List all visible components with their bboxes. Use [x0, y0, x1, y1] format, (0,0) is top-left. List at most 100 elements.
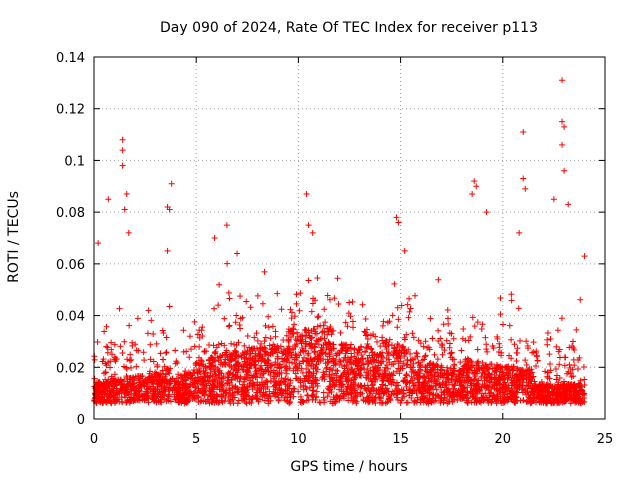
data-point: [326, 353, 333, 360]
data-point: [342, 319, 349, 326]
data-point: [262, 322, 269, 329]
data-point: [563, 384, 570, 391]
data-point: [433, 392, 440, 399]
data-point: [525, 345, 532, 352]
data-point: [207, 356, 214, 363]
data-point: [348, 390, 355, 397]
data-point: [448, 372, 455, 379]
data-point-spike: [393, 214, 400, 221]
data-point: [452, 381, 459, 388]
data-point: [338, 362, 345, 369]
data-point: [346, 365, 353, 372]
data-point: [479, 381, 486, 388]
data-point: [232, 383, 239, 390]
data-point: [237, 293, 244, 300]
data-point: [266, 342, 273, 349]
data-point: [360, 361, 367, 368]
data-point: [481, 377, 488, 384]
data-point: [181, 394, 188, 401]
data-point: [166, 370, 173, 377]
data-point: [364, 344, 371, 351]
data-point: [516, 385, 523, 392]
data-point: [117, 343, 124, 350]
data-point-spike: [516, 229, 523, 236]
data-point: [369, 397, 376, 404]
data-point: [456, 391, 463, 398]
data-point: [324, 364, 331, 371]
data-point: [183, 385, 190, 392]
data-point: [552, 366, 559, 373]
data-point: [247, 360, 254, 367]
data-point: [311, 355, 318, 362]
data-point: [99, 396, 106, 403]
data-point: [554, 388, 561, 395]
data-point: [368, 384, 375, 391]
data-point: [272, 346, 279, 353]
data-point: [339, 381, 346, 388]
axis-ticks: 0 5 10 15 20 25 0 0.02 0.04 0.06 0.08 0.1 0.12 0.14: [56, 51, 613, 447]
data-point-spike: [119, 136, 126, 143]
data-point: [117, 385, 124, 392]
data-point: [373, 387, 380, 394]
data-point: [218, 382, 225, 389]
data-point: [485, 399, 492, 406]
data-point: [544, 329, 551, 336]
data-point: [561, 362, 568, 369]
data-point: [359, 301, 366, 308]
data-point: [117, 378, 124, 385]
data-point: [536, 399, 543, 406]
data-point: [119, 349, 126, 356]
data-point: [101, 370, 108, 377]
data-point: [271, 373, 278, 380]
data-point: [511, 341, 518, 348]
data-point: [193, 378, 200, 385]
data-point: [211, 349, 218, 356]
data-point: [349, 298, 356, 305]
data-point: [208, 366, 215, 373]
data-point: [145, 383, 152, 390]
data-point: [556, 346, 563, 353]
data-point: [441, 370, 448, 377]
data-point: [544, 341, 551, 348]
data-point: [181, 371, 188, 378]
data-point: [243, 384, 250, 391]
data-point: [227, 353, 234, 360]
data-point: [227, 400, 234, 407]
data-point: [461, 366, 468, 373]
data-point: [514, 345, 521, 352]
data-point: [567, 400, 574, 407]
data-point: [354, 349, 361, 356]
data-point: [304, 351, 311, 358]
data-point: [577, 400, 584, 407]
data-point: [254, 384, 261, 391]
data-point: [357, 366, 364, 373]
data-point: [383, 362, 390, 369]
data-point: [431, 373, 438, 380]
data-point: [396, 389, 403, 396]
data-point: [385, 378, 392, 385]
data-point: [222, 361, 229, 368]
data-point: [513, 358, 520, 365]
data-point: [162, 371, 169, 378]
data-point: [484, 348, 491, 355]
data-point: [528, 366, 535, 373]
data-point: [136, 393, 143, 400]
data-point: [291, 313, 298, 320]
data-point: [157, 379, 164, 386]
data-point: [424, 398, 431, 405]
data-point: [327, 384, 334, 391]
data-point: [420, 394, 427, 401]
data-point: [475, 377, 482, 384]
data-point: [413, 349, 420, 356]
data-point: [351, 345, 358, 352]
data-point: [407, 305, 414, 312]
data-point: [222, 349, 229, 356]
data-point: [315, 341, 322, 348]
data-point: [188, 374, 195, 381]
data-point: [96, 379, 103, 386]
data-point: [444, 371, 451, 378]
data-point: [506, 385, 513, 392]
data-point: [533, 394, 540, 401]
data-point: [413, 399, 420, 406]
data-point: [129, 374, 136, 381]
